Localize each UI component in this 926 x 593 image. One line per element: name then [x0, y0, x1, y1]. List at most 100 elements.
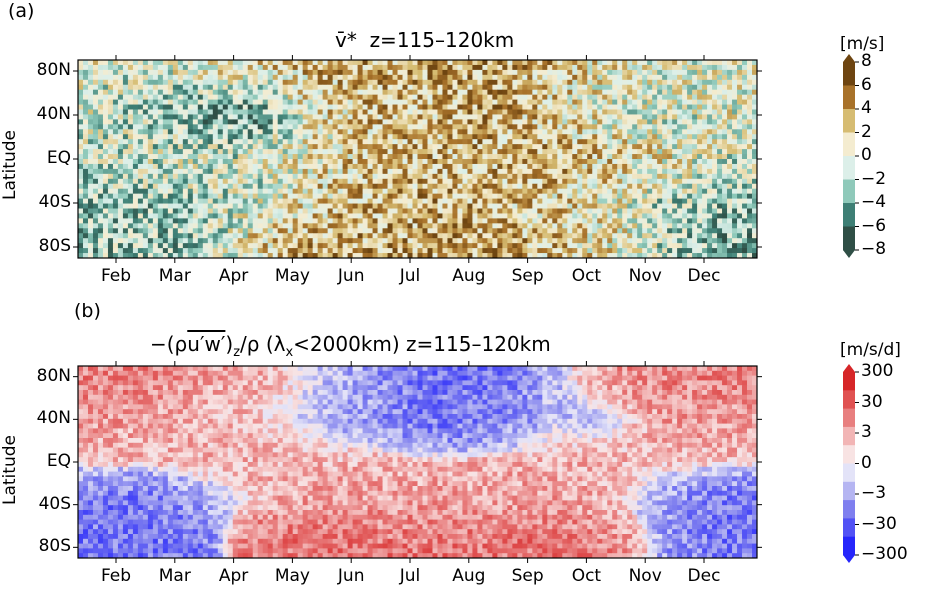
- heatmap-cell: [337, 163, 344, 170]
- heatmap-cell: [137, 178, 144, 185]
- heatmap-cell: [552, 119, 558, 125]
- heatmap-cell: [342, 178, 348, 185]
- heatmap-cell: [677, 119, 683, 125]
- heatmap-cell: [442, 84, 448, 91]
- heatmap-cell: [427, 228, 433, 234]
- heatmap-cell: [442, 198, 448, 204]
- heatmap-cell: [82, 168, 89, 175]
- heatmap-cell: [182, 74, 189, 81]
- heatmap-cell: [702, 94, 708, 100]
- heatmap-cell: [587, 173, 593, 180]
- heatmap-cell: [652, 60, 658, 66]
- heatmap-cell: [512, 193, 518, 199]
- heatmap-cell: [427, 69, 433, 76]
- heatmap-cell: [432, 188, 438, 195]
- heatmap-cell: [727, 89, 733, 96]
- heatmap-cell: [662, 129, 668, 135]
- heatmap-cell: [472, 213, 478, 219]
- heatmap-cell: [537, 129, 543, 135]
- heatmap-cell: [707, 119, 713, 125]
- heatmap-cell: [722, 84, 728, 91]
- heatmap-cell: [367, 139, 373, 145]
- heatmap-cell: [442, 168, 448, 175]
- heatmap-cell: [632, 193, 638, 199]
- heatmap-cell: [497, 139, 503, 145]
- heatmap-cell: [217, 178, 224, 185]
- heatmap-cell: [462, 193, 468, 199]
- heatmap-cell: [387, 144, 393, 150]
- heatmap-cell: [457, 154, 463, 160]
- heatmap-cell: [517, 60, 523, 66]
- heatmap-cell: [432, 233, 438, 239]
- heatmap-cell: [707, 79, 713, 86]
- heatmap-cell: [262, 94, 269, 100]
- heatmap-cell: [157, 163, 164, 170]
- heatmap-cell: [257, 218, 264, 224]
- heatmap-cell: [407, 198, 413, 204]
- heatmap-cell: [352, 168, 358, 175]
- heatmap-cell: [697, 114, 703, 120]
- heatmap-cell: [547, 114, 553, 120]
- heatmap-cell: [277, 188, 284, 195]
- heatmap-cell: [677, 60, 683, 66]
- heatmap-cell: [742, 223, 748, 229]
- heatmap-cell: [672, 144, 678, 150]
- heatmap-cell: [582, 79, 588, 86]
- heatmap-cell: [457, 208, 463, 214]
- heatmap-cell: [147, 238, 154, 244]
- heatmap-cell: [722, 149, 728, 155]
- heatmap-cell: [557, 69, 563, 76]
- heatmap-cell: [662, 84, 668, 91]
- heatmap-cell: [362, 159, 368, 165]
- heatmap-cell: [607, 84, 613, 91]
- heatmap-cell: [262, 134, 269, 140]
- heatmap-cell: [92, 89, 99, 96]
- heatmap-cell: [367, 109, 373, 115]
- heatmap-cell: [722, 109, 728, 115]
- heatmap-cell: [677, 144, 683, 150]
- heatmap-cell: [232, 79, 239, 86]
- heatmap-cell: [107, 203, 114, 209]
- heatmap-cell: [222, 64, 229, 71]
- heatmap-cell: [502, 60, 508, 66]
- heatmap-cell: [472, 178, 478, 185]
- heatmap-cell: [682, 99, 688, 105]
- heatmap-cell: [477, 213, 483, 219]
- heatmap-cell: [422, 129, 428, 135]
- heatmap-cell: [157, 168, 164, 175]
- heatmap-cell: [227, 203, 234, 209]
- heatmap-cell: [202, 94, 209, 100]
- heatmap-cell: [467, 188, 473, 195]
- heatmap-cell: [527, 238, 533, 244]
- heatmap-cell: [212, 69, 219, 76]
- heatmap-cell: [122, 89, 129, 96]
- heatmap-cell: [447, 168, 453, 175]
- heatmap-cell: [747, 79, 753, 86]
- heatmap-cell: [407, 188, 413, 195]
- heatmap-cell: [622, 159, 628, 165]
- heatmap-cell: [407, 203, 413, 209]
- heatmap-cell: [167, 64, 174, 71]
- heatmap-cell: [167, 60, 174, 66]
- heatmap-cell: [312, 203, 319, 209]
- heatmap-cell: [292, 69, 299, 76]
- heatmap-cell: [632, 203, 638, 209]
- heatmap-cell: [617, 89, 623, 96]
- heatmap-cell: [507, 208, 513, 214]
- heatmap-cell: [202, 60, 209, 66]
- heatmap-cell: [427, 60, 433, 66]
- heatmap-cell: [747, 198, 753, 204]
- heatmap-cell: [582, 149, 588, 155]
- heatmap-cell: [302, 84, 309, 91]
- heatmap-cell: [157, 89, 164, 96]
- heatmap-cell: [522, 114, 528, 120]
- heatmap-cell: [117, 203, 124, 209]
- heatmap-cell: [307, 79, 314, 86]
- heatmap-cell: [87, 188, 94, 195]
- heatmap-cell: [382, 238, 388, 244]
- heatmap-cell: [127, 79, 134, 86]
- heatmap-cell: [507, 159, 513, 165]
- heatmap-cell: [252, 94, 259, 100]
- heatmap-cell: [607, 124, 613, 130]
- heatmap-cell: [327, 134, 334, 140]
